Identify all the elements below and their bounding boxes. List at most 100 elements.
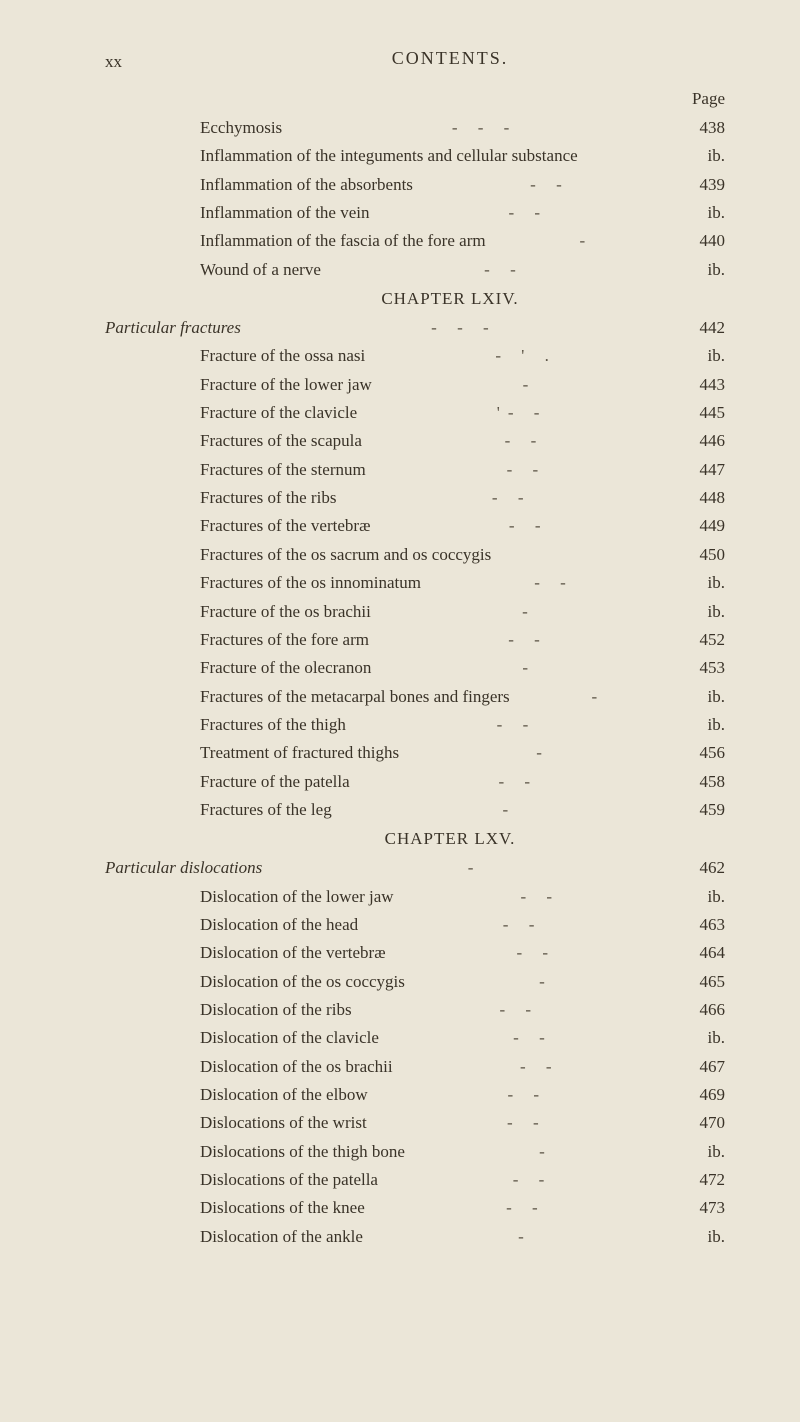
toc-line: Fractures of the scapula- -446 xyxy=(105,428,735,454)
toc-line: Inflammation of the vein- -ib. xyxy=(105,200,735,226)
toc-line: Dislocation of the os brachii- -467 xyxy=(105,1054,735,1080)
toc-entry-text: Inflammation of the absorbents xyxy=(200,172,413,198)
toc-filler: - - xyxy=(386,940,687,966)
toc-line: Ecchymosis- - -438 xyxy=(105,115,735,141)
toc-filler: - - xyxy=(321,257,687,283)
toc-page-number: 458 xyxy=(687,769,735,795)
toc-filler: - xyxy=(262,855,687,881)
toc-filler: - - xyxy=(393,1054,687,1080)
toc-filler: - - xyxy=(365,1195,687,1221)
toc-page-number: 439 xyxy=(687,172,735,198)
toc-page-number: ib. xyxy=(687,684,735,710)
page-label: Page xyxy=(105,89,735,109)
toc-filler: - - xyxy=(336,485,687,511)
toc-entry-text: Dislocation of the os coccygis xyxy=(200,969,405,995)
toc-entry-text: Fracture of the ossa nasi xyxy=(200,343,365,369)
toc-entry-text: Dislocation of the ribs xyxy=(200,997,352,1023)
toc-line: Dislocation of the ankle-ib. xyxy=(105,1224,735,1250)
toc-page-number: 465 xyxy=(687,969,735,995)
toc-filler: - xyxy=(486,228,687,254)
toc-line: Dislocations of the thigh bone-ib. xyxy=(105,1139,735,1165)
toc-line: Dislocation of the head- -463 xyxy=(105,912,735,938)
toc-line: Dislocation of the lower jaw- -ib. xyxy=(105,884,735,910)
toc-entry-text: Fractures of the metacarpal bones and fi… xyxy=(200,684,510,710)
toc-entry-text: Dislocation of the head xyxy=(200,912,358,938)
toc-page-number: 440 xyxy=(687,228,735,254)
toc-page-number: 449 xyxy=(687,513,735,539)
toc-entry-text: Wound of a nerve xyxy=(200,257,321,283)
toc-page-number: 445 xyxy=(687,400,735,426)
toc-line: Fracture of the lower jaw-443 xyxy=(105,372,735,398)
toc-line: Fracture of the clavicle'- -445 xyxy=(105,400,735,426)
toc-line: Inflammation of the fascia of the fore a… xyxy=(105,228,735,254)
toc-entry-text: Treatment of fractured thighs xyxy=(200,740,399,766)
toc-line: Dislocation of the vertebræ- -464 xyxy=(105,940,735,966)
toc-page-number: 459 xyxy=(687,797,735,823)
toc-entry-text: Dislocations of the wrist xyxy=(200,1110,367,1136)
toc-filler: - - xyxy=(379,1025,687,1051)
toc-page-number: 438 xyxy=(687,115,735,141)
toc-entry-text: Fractures of the ribs xyxy=(200,485,336,511)
toc-line: Fractures of the thigh- -ib. xyxy=(105,712,735,738)
toc-page-number: ib. xyxy=(687,200,735,226)
toc-line: Fractures of the leg-459 xyxy=(105,797,735,823)
toc-filler: - xyxy=(372,372,687,398)
toc-filler: - - xyxy=(370,513,687,539)
toc-line: Dislocations of the knee- -473 xyxy=(105,1195,735,1221)
toc-line: Fracture of the olecranon-453 xyxy=(105,655,735,681)
page-marker: xx xyxy=(105,52,122,72)
toc-filler: - xyxy=(332,797,687,823)
toc-filler: - - xyxy=(421,570,687,596)
toc-filler: - xyxy=(405,1139,687,1165)
header-title: CONTENTS. xyxy=(105,48,735,69)
toc-page-number: 473 xyxy=(687,1195,735,1221)
toc-page-number: 448 xyxy=(687,485,735,511)
toc-entry-text: Dislocations of the thigh bone xyxy=(200,1139,405,1165)
toc-entry-text: Fractures of the leg xyxy=(200,797,332,823)
toc-entry-text: Particular fractures xyxy=(105,315,241,341)
toc-entry-text: Dislocation of the clavicle xyxy=(200,1025,379,1051)
toc-line: Particular fractures- - -442 xyxy=(105,315,735,341)
toc-line: Fractures of the os innominatum- -ib. xyxy=(105,570,735,596)
toc-filler: - - xyxy=(369,627,687,653)
toc-entry-text: Dislocation of the os brachii xyxy=(200,1054,393,1080)
toc-page-number: 442 xyxy=(687,315,735,341)
toc-line: Dislocation of the elbow- -469 xyxy=(105,1082,735,1108)
toc-filler: - - xyxy=(346,712,687,738)
toc-page-number: ib. xyxy=(687,1139,735,1165)
toc-entry-text: Dislocations of the knee xyxy=(200,1195,365,1221)
toc-page-number: 450 xyxy=(687,542,735,568)
chapter-heading: CHAPTER LXIV. xyxy=(105,289,735,309)
toc-filler: - - xyxy=(394,884,687,910)
toc-filler: - - - xyxy=(282,115,687,141)
toc-entry-text: Fractures of the os sacrum and os coccyg… xyxy=(200,542,491,568)
toc-line: Wound of a nerve- -ib. xyxy=(105,257,735,283)
toc-line: Dislocation of the ribs- -466 xyxy=(105,997,735,1023)
toc-line: Dislocations of the patella- -472 xyxy=(105,1167,735,1193)
toc-line: Treatment of fractured thighs-456 xyxy=(105,740,735,766)
toc-page-number: ib. xyxy=(687,143,735,169)
toc-page-number: 470 xyxy=(687,1110,735,1136)
toc-entry-text: Fracture of the clavicle xyxy=(200,400,357,426)
toc-entry-text: Particular dislocations xyxy=(105,855,262,881)
toc-entry-text: Inflammation of the integuments and cell… xyxy=(200,143,578,169)
toc-line: Fracture of the ossa nasi- ' .ib. xyxy=(105,343,735,369)
toc-entry-text: Dislocation of the elbow xyxy=(200,1082,368,1108)
toc-filler: - - xyxy=(362,428,687,454)
toc-page-number: 447 xyxy=(687,457,735,483)
toc-entry-text: Fractures of the sternum xyxy=(200,457,366,483)
toc-entry-text: Dislocations of the patella xyxy=(200,1167,378,1193)
toc-page-number: 456 xyxy=(687,740,735,766)
toc-line: Fractures of the sternum- -447 xyxy=(105,457,735,483)
toc-entry-text: Dislocation of the ankle xyxy=(200,1224,363,1250)
toc-page-number: ib. xyxy=(687,257,735,283)
toc-entry-text: Fractures of the thigh xyxy=(200,712,346,738)
toc-line: Fractures of the ribs- -448 xyxy=(105,485,735,511)
toc-line: Fractures of the metacarpal bones and fi… xyxy=(105,684,735,710)
toc-page-number: 467 xyxy=(687,1054,735,1080)
toc-page-number: 462 xyxy=(687,855,735,881)
toc-filler: '- - xyxy=(357,400,687,426)
toc-page-number: ib. xyxy=(687,343,735,369)
toc-line: Dislocation of the os coccygis-465 xyxy=(105,969,735,995)
toc-filler: - - xyxy=(350,769,687,795)
